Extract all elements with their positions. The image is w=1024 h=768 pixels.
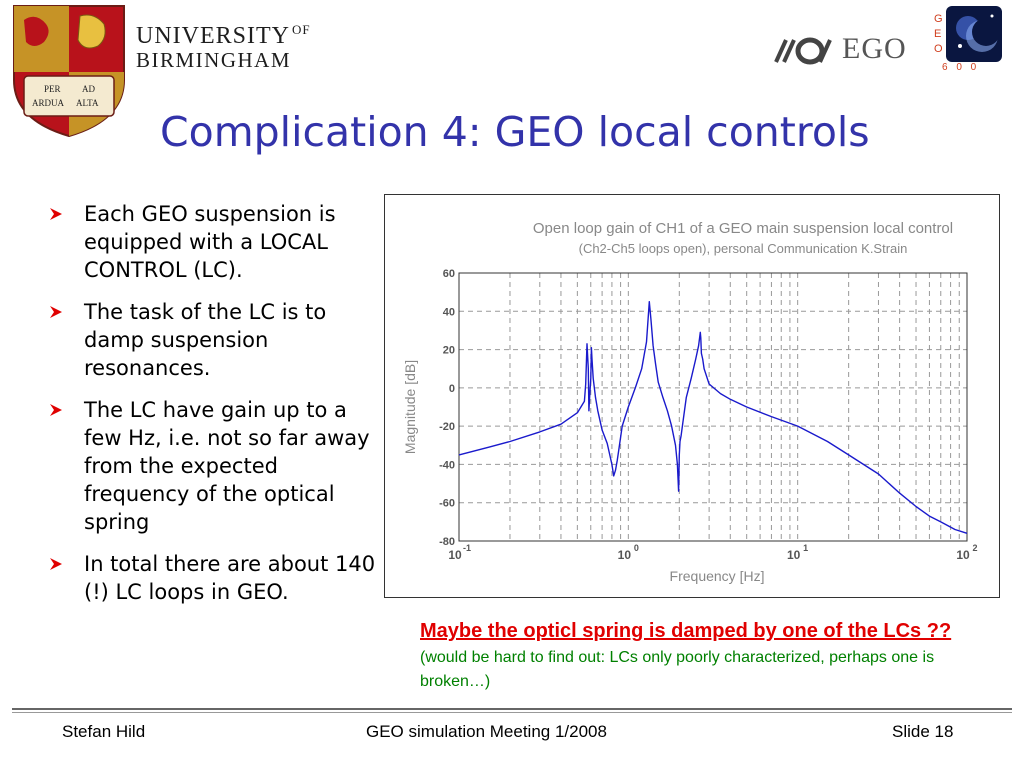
footer-slide-number: Slide 18: [892, 722, 954, 741]
arrow-bullet-icon: [50, 404, 62, 416]
footer-event: GEO simulation Meeting 1/2008: [366, 722, 607, 741]
note-block: Maybe the opticl spring is damped by one…: [420, 616, 980, 694]
bullet-list: Each GEO suspension is equipped with a L…: [46, 200, 376, 620]
y-tick-label: 40: [443, 306, 455, 318]
university-wordmark: UNIVERSITY OF BIRMINGHAM: [136, 18, 311, 72]
university-line1: UNIVERSITY: [136, 23, 290, 49]
footer-divider: [12, 708, 1012, 710]
geo-numbers: 6 0 0: [942, 62, 979, 73]
bullet-text: In total there are about 140 (!) LC loop…: [84, 552, 376, 604]
bullet-item: The task of the LC is to damp suspension…: [46, 298, 376, 382]
bode-magnitude-chart: Open loop gain of CH1 of a GEO main susp…: [402, 220, 978, 584]
chart-subtitle: (Ch2-Ch5 loops open), personal Communica…: [579, 241, 908, 256]
x-axis-label: Frequency [Hz]: [670, 568, 765, 584]
x-tick-label: 10: [787, 548, 801, 562]
x-tick-label: 10: [618, 548, 632, 562]
note-main-text: Maybe the opticl spring is damped by one…: [420, 620, 952, 642]
y-axis-label: Magnitude [dB]: [402, 360, 418, 454]
y-tick-label: -80: [439, 536, 455, 548]
arrow-bullet-icon: [50, 306, 62, 318]
bullet-text: Each GEO suspension is equipped with a L…: [84, 202, 336, 282]
y-tick-label: -20: [439, 421, 455, 433]
university-of: OF: [292, 22, 311, 37]
x-tick-exponent: 0: [634, 543, 639, 553]
motto-ad: AD: [82, 84, 95, 94]
x-tick-label: 10: [956, 548, 970, 562]
y-tick-label: -40: [439, 459, 455, 471]
bullet-item: In total there are about 140 (!) LC loop…: [46, 550, 376, 606]
university-line2: BIRMINGHAM: [136, 48, 292, 72]
geo-letter-g: G: [934, 13, 943, 25]
motto-per: PER: [44, 84, 61, 94]
x-tick-exponent: 1: [803, 543, 808, 553]
x-tick-exponent: -1: [463, 543, 471, 553]
bullet-text: The LC have gain up to a few Hz, i.e. no…: [84, 398, 370, 534]
ego-text: EGO: [842, 32, 907, 65]
bullet-text: The task of the LC is to damp suspension…: [84, 300, 327, 380]
ego-logo: EGO: [772, 32, 932, 72]
geo-letter-o: O: [934, 43, 943, 55]
chart-title: Open loop gain of CH1 of a GEO main susp…: [533, 220, 953, 237]
geo600-logo: G E O 6 0 0: [934, 6, 1002, 73]
y-tick-label: -60: [439, 498, 455, 510]
plot-area-border: [458, 272, 968, 542]
magnitude-curve: [458, 300, 968, 534]
chart-frame: Open loop gain of CH1 of a GEO main susp…: [384, 194, 1000, 598]
note-sub-text: (would be hard to find out: LCs only poo…: [420, 649, 935, 690]
y-tick-label: 20: [443, 345, 455, 357]
footer-divider-thin: [12, 712, 1012, 713]
arrow-bullet-icon: [50, 208, 62, 220]
ego-wave-icon: [774, 37, 832, 65]
y-tick-label: 60: [443, 268, 455, 280]
motto-alta: ALTA: [76, 98, 99, 108]
y-tick-label: 0: [449, 383, 455, 395]
university-crest-logo: PER AD ARDUA ALTA: [13, 5, 125, 138]
motto-ardua: ARDUA: [32, 98, 65, 108]
footer-author: Stefan Hild: [62, 722, 146, 741]
x-tick-label: 10: [448, 548, 462, 562]
arrow-bullet-icon: [50, 558, 62, 570]
bullet-item: The LC have gain up to a few Hz, i.e. no…: [46, 396, 376, 536]
slide-title: Complication 4: GEO local controls: [160, 108, 870, 156]
x-tick-exponent: 2: [972, 543, 977, 553]
bullet-item: Each GEO suspension is equipped with a L…: [46, 200, 376, 284]
geo-letter-e: E: [934, 28, 941, 40]
